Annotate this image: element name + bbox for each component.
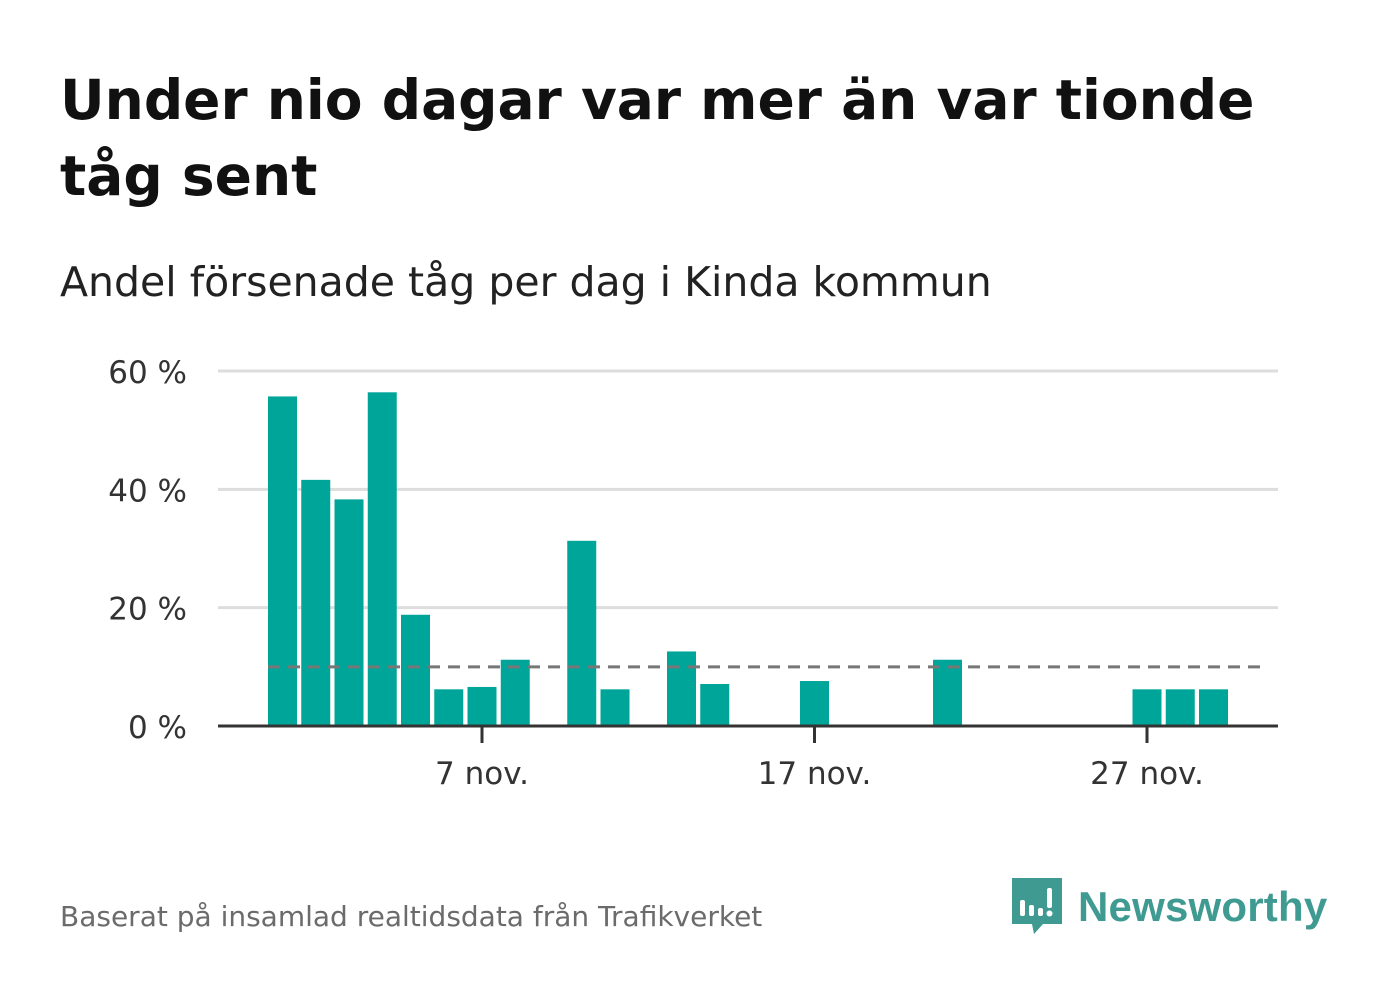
y-tick-label: 20 %	[108, 592, 187, 628]
bar	[268, 396, 297, 726]
newsworthy-logo-icon	[1012, 878, 1062, 934]
bar	[667, 651, 696, 726]
y-tick-label: 40 %	[108, 473, 187, 509]
bar	[467, 686, 497, 726]
bar	[567, 540, 597, 726]
bar	[434, 689, 464, 726]
bar	[1199, 689, 1228, 726]
brand-logo: Newsworthy	[1010, 876, 1327, 938]
chart-title: Under nio dagar var mer än var tionde tå…	[60, 68, 1255, 208]
chart-subtitle: Andel försenade tåg per dag i Kinda komm…	[60, 258, 992, 306]
y-tick-label: 0 %	[128, 710, 187, 746]
bar	[334, 499, 364, 726]
bar	[700, 683, 730, 726]
x-axis-labels: 7 nov. 17 nov. 27 nov.	[435, 756, 1204, 792]
x-tick-label: 27 nov.	[1090, 756, 1204, 792]
bar-series	[268, 392, 1228, 726]
source-note: Baserat på insamlad realtidsdata från Tr…	[60, 900, 763, 933]
brand-name: Newsworthy	[1078, 883, 1328, 930]
bar	[1132, 689, 1162, 726]
x-axis	[218, 724, 1278, 743]
bar	[933, 659, 962, 726]
bar	[401, 614, 430, 726]
x-tick-label: 17 nov.	[758, 756, 872, 792]
bar	[367, 392, 397, 726]
bar	[1165, 689, 1195, 726]
x-tick-label: 7 nov.	[435, 756, 529, 792]
bar	[301, 479, 331, 726]
bar	[600, 689, 630, 726]
bar	[500, 659, 530, 726]
y-axis-labels: 0 % 20 % 40 % 60 %	[108, 355, 187, 746]
bar	[800, 681, 829, 726]
y-tick-label: 60 %	[108, 355, 187, 391]
